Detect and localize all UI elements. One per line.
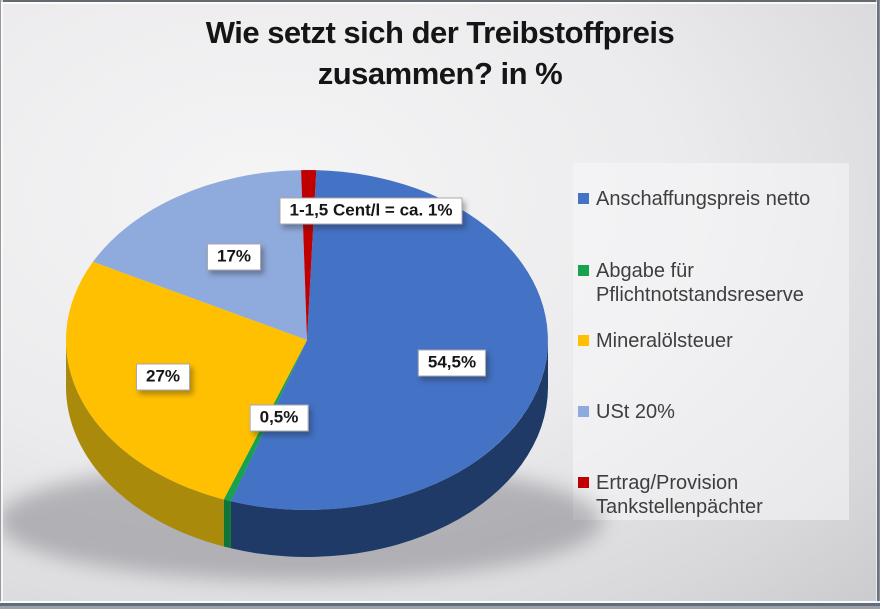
- pie-label-pflichtnotstandsreserve: 0,5%: [249, 404, 309, 432]
- pie-label-mineraloelsteuer: 27%: [135, 363, 191, 391]
- pie-shadow: [0, 461, 603, 581]
- pie-slice-ust-20: [93, 170, 307, 340]
- legend-label: Ertrag/Provision Tankstellenpächter: [596, 472, 763, 518]
- legend-swatch-yellow-icon: [578, 335, 589, 346]
- legend-label: USt 20%: [596, 401, 675, 423]
- legend-item-ertrag-provision: Ertrag/Provision Tankstellenpächter: [578, 471, 840, 519]
- legend-label: Abgabe für Pflichtnotstandsreserve: [596, 260, 804, 306]
- legend-swatch-red-icon: [578, 477, 589, 488]
- pie-label-ust: 17%: [206, 243, 262, 271]
- pie-label-anschaffungspreis: 54,5%: [417, 349, 487, 377]
- legend-item-anschaffungspreis: Anschaffungspreis netto: [578, 187, 810, 211]
- legend-swatch-lightblue-icon: [578, 406, 589, 417]
- legend-label: Anschaffungspreis netto: [596, 188, 811, 210]
- pie-label-ertrag-provision: 1-1,5 Cent/l = ca. 1%: [279, 197, 463, 225]
- pie-slice-side-abgabe-fuer-pflichtnotstandsreserve: [223, 499, 231, 549]
- legend-item-ust: USt 20%: [578, 400, 675, 424]
- legend-swatch-green-icon: [578, 265, 589, 276]
- legend-label: Mineralölsteuer: [596, 330, 733, 352]
- legend-panel: [573, 163, 849, 520]
- legend-item-mineraloelsteuer: Mineralölsteuer: [578, 329, 733, 353]
- chart-title: Wie setzt sich der Treibstoffpreis zusam…: [205, 15, 675, 92]
- legend-swatch-blue-icon: [578, 193, 589, 204]
- pie-slice-side-anschaffungspreis-netto: [230, 340, 548, 557]
- legend-item-pflichtnotstandsreserve: Abgabe für Pflichtnotstandsreserve: [578, 259, 840, 307]
- pie-slice-ertrag-provision-tankstellenpaechter: [301, 170, 317, 340]
